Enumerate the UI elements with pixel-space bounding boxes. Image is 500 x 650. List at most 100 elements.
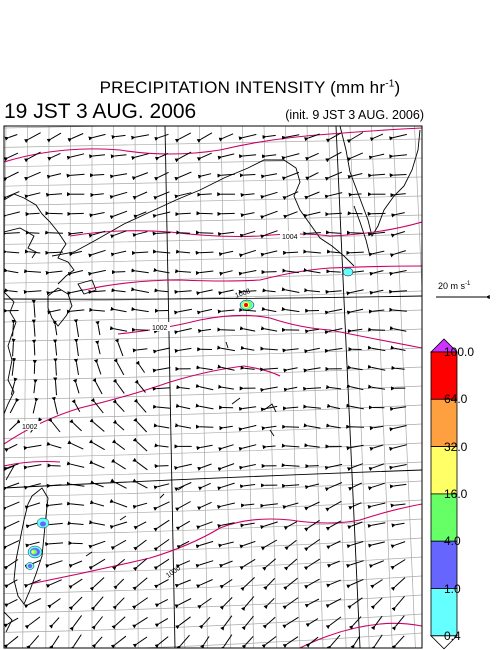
wind-vector: [110, 635, 127, 648]
wind-vector: [113, 578, 125, 590]
wind-vector: [24, 616, 41, 630]
wind-vector: [89, 307, 105, 312]
wind-vector: [325, 500, 342, 512]
wind-vector: [33, 379, 38, 394]
wind-vector: [8, 419, 21, 431]
wind-vector: [303, 538, 320, 552]
wind-vector: [88, 230, 106, 238]
wind-vector: [241, 615, 254, 631]
wind-vector: [154, 443, 169, 448]
wind-vector: [88, 269, 106, 277]
wind-vector: [197, 173, 212, 179]
wind-vector: [4, 598, 18, 608]
wind-vector: [133, 521, 147, 530]
wind-vector: [346, 403, 364, 410]
isobar-line: [4, 460, 61, 467]
wind-vector: [219, 270, 233, 276]
wind-vector: [109, 326, 128, 332]
wind-vector: [9, 397, 20, 414]
wind-vector: [24, 579, 41, 589]
wind-vectors: [4, 132, 408, 648]
wind-vector: [197, 501, 212, 511]
wind-vector: [197, 192, 212, 197]
wind-vector: [370, 579, 383, 589]
colorbar-level-label: 16.0: [444, 486, 468, 501]
wind-vector: [325, 132, 342, 143]
wind-vector: [260, 539, 278, 551]
grid-line: [4, 126, 127, 129]
wind-vector: [369, 425, 384, 431]
wind-vector: [325, 520, 342, 531]
grid-line: [131, 632, 422, 648]
wind-vector: [154, 171, 169, 181]
wind-vector: [217, 231, 235, 237]
wind-vector: [47, 152, 61, 161]
wind-vector: [89, 460, 105, 469]
wind-vector: [114, 338, 124, 357]
wind-vector: [304, 288, 320, 293]
wind-vector: [390, 345, 406, 351]
wind-vector: [49, 635, 60, 648]
wind-vector: [110, 250, 127, 257]
wind-vector: [4, 559, 19, 570]
wind-vector: [389, 270, 407, 276]
grid-line: [156, 126, 162, 648]
wind-vector: [175, 269, 192, 274]
wind-vector: [391, 522, 405, 528]
wind-vector: [154, 578, 169, 589]
wind-vector: [347, 173, 363, 180]
wind-vector: [133, 539, 147, 551]
wind-vector: [389, 154, 407, 159]
wind-vector: [220, 634, 233, 648]
colorbar-level-label: 32.0: [444, 439, 468, 454]
wind-vector: [220, 615, 233, 631]
wind-vector: [110, 154, 127, 159]
wind-vector: [90, 596, 104, 611]
wind-vector: [368, 250, 385, 257]
wind-vector: [217, 309, 235, 314]
wind-vector: [304, 191, 320, 200]
wind-vector: [90, 480, 104, 488]
grid-line: [4, 423, 422, 439]
wind-vector: [25, 230, 40, 235]
wind-vector: [348, 616, 362, 630]
wind-vector: [153, 267, 170, 274]
coastline-ryukyu: [85, 397, 277, 557]
grid-line: [134, 126, 139, 648]
wind-vector: [197, 463, 212, 471]
grid-line: [392, 126, 416, 648]
wind-vector: [196, 289, 213, 296]
wind-vector: [239, 326, 256, 332]
major-grid-line: [4, 295, 422, 300]
wind-vector: [263, 597, 275, 610]
wind-vector: [195, 540, 214, 549]
precip-cell: [31, 550, 35, 554]
grid-line: [4, 594, 422, 614]
wind-vector: [218, 289, 234, 296]
wind-vector: [283, 577, 298, 591]
wind-vector: [154, 133, 169, 141]
wind-vector: [346, 250, 364, 255]
wind-vector: [154, 598, 169, 608]
wind-vector: [367, 364, 386, 371]
wind-vector: [131, 172, 149, 181]
wind-vector: [196, 521, 213, 530]
wind-vector: [325, 289, 342, 295]
wind-vector: [109, 210, 128, 220]
isobar-label: 1008: [234, 288, 251, 300]
wind-vector: [324, 308, 343, 315]
wind-vector: [282, 636, 299, 648]
precip-cell: [342, 267, 354, 277]
wind-vector: [67, 289, 84, 296]
grid-line: [4, 271, 422, 284]
wind-vector: [4, 191, 20, 201]
wind-vector: [67, 521, 84, 526]
wind-vector: [174, 482, 192, 492]
wind-vector: [45, 542, 64, 547]
wind-vector: [282, 191, 299, 201]
wind-vector: [281, 463, 300, 468]
wind-vector: [4, 134, 18, 141]
wind-vector: [282, 597, 299, 610]
wind-vector: [217, 364, 235, 371]
wind-vector: [24, 151, 41, 163]
